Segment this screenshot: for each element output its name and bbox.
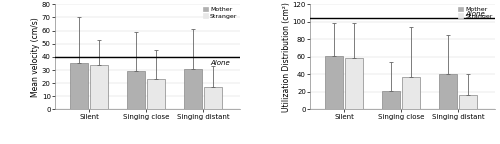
Legend: Mother, Stranger: Mother, Stranger [202,6,238,19]
Bar [90,65,108,109]
Bar [439,74,457,109]
Text: Alone: Alone [466,11,485,17]
Legend: Mother, Stranger: Mother, Stranger [458,6,493,19]
Y-axis label: Mean velocity (cm/s): Mean velocity (cm/s) [32,17,40,97]
Bar [70,64,88,109]
Bar [325,56,344,109]
Text: Alone: Alone [210,59,230,66]
Y-axis label: Utilization Distribution (cm²): Utilization Distribution (cm²) [282,2,291,112]
Bar [402,77,420,109]
Bar [204,87,222,109]
Bar [147,79,165,109]
Bar [459,95,477,109]
Bar [382,91,400,109]
Bar [184,69,202,109]
Bar [345,58,364,109]
Bar [127,71,145,109]
